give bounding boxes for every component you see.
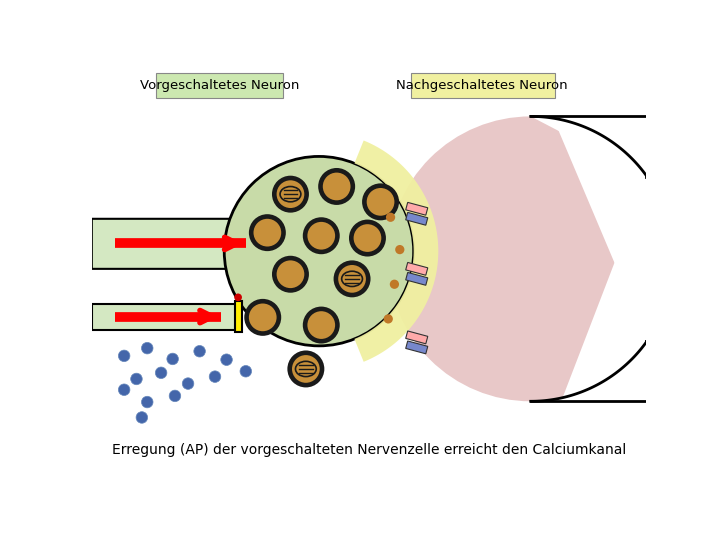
Circle shape [210,371,221,382]
Circle shape [182,378,194,389]
Circle shape [318,168,355,205]
Circle shape [384,314,393,323]
Circle shape [244,299,282,336]
Polygon shape [405,262,428,275]
Circle shape [136,411,148,423]
Circle shape [272,176,309,213]
Polygon shape [92,303,238,330]
Circle shape [141,342,153,354]
Circle shape [224,157,414,346]
Circle shape [156,367,167,379]
Circle shape [307,311,335,339]
Circle shape [194,346,205,357]
FancyBboxPatch shape [156,73,283,98]
Circle shape [141,396,153,408]
Circle shape [249,303,276,331]
Circle shape [333,260,371,298]
Circle shape [240,366,251,377]
Circle shape [388,117,673,401]
Polygon shape [405,331,428,344]
Circle shape [307,222,335,249]
Circle shape [118,350,130,362]
Polygon shape [354,140,438,362]
Circle shape [253,219,282,247]
Circle shape [338,265,366,293]
Polygon shape [405,202,428,215]
Circle shape [221,354,233,366]
Circle shape [386,213,395,222]
Circle shape [167,353,179,365]
Text: Vorgeschaltetes Neuron: Vorgeschaltetes Neuron [140,79,300,92]
Polygon shape [235,301,242,332]
Polygon shape [531,117,647,481]
Circle shape [395,245,405,254]
Circle shape [234,294,242,301]
FancyBboxPatch shape [410,73,554,98]
Circle shape [390,280,399,289]
Circle shape [272,256,309,293]
Polygon shape [405,212,428,225]
Circle shape [169,390,181,402]
Circle shape [303,217,340,254]
Circle shape [118,384,130,395]
Circle shape [249,214,286,251]
Circle shape [131,373,143,384]
Circle shape [366,188,395,215]
Circle shape [354,224,382,252]
Circle shape [303,307,340,343]
Circle shape [276,180,305,208]
Circle shape [276,260,305,288]
Circle shape [287,350,324,387]
Text: Nachgeschaltetes Neuron: Nachgeschaltetes Neuron [397,79,568,92]
Circle shape [292,355,320,383]
Circle shape [323,173,351,200]
Polygon shape [92,219,291,269]
Text: Erregung (AP) der vorgeschalteten Nervenzelle erreicht den Calciumkanal: Erregung (AP) der vorgeschalteten Nerven… [112,443,626,457]
Circle shape [362,184,399,220]
Polygon shape [405,273,428,285]
Polygon shape [531,65,647,401]
Polygon shape [405,341,428,354]
Circle shape [349,220,386,256]
